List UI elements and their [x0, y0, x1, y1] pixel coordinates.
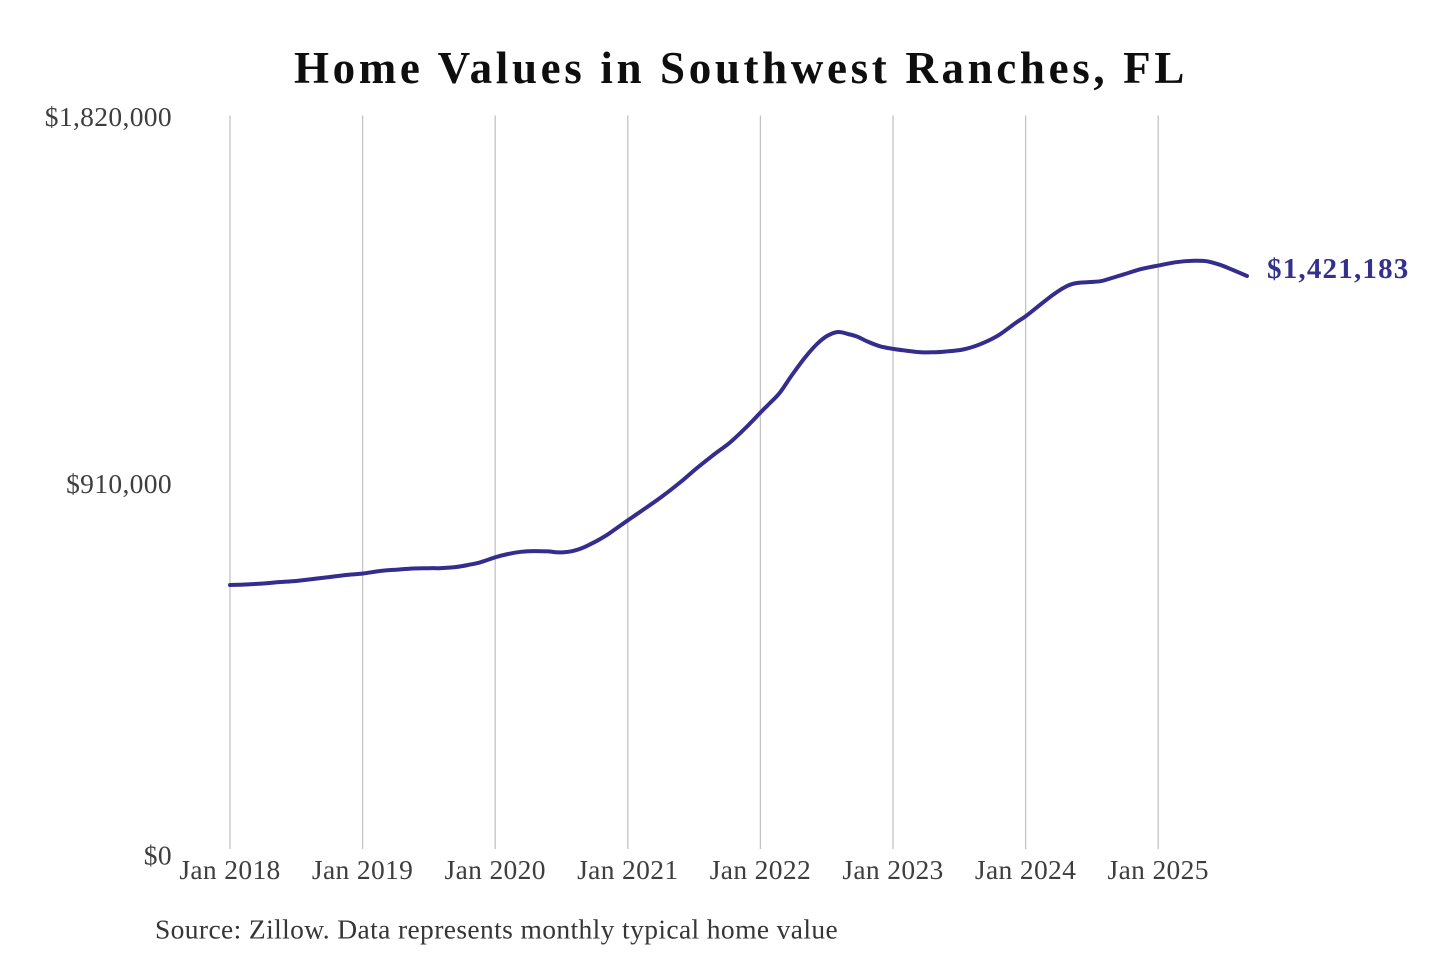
svg-text:Jan 2020: Jan 2020 [445, 854, 546, 885]
svg-text:Jan 2023: Jan 2023 [842, 854, 943, 885]
svg-text:$0: $0 [144, 839, 172, 870]
svg-text:Jan 2022: Jan 2022 [710, 854, 811, 885]
svg-text:Jan 2025: Jan 2025 [1108, 854, 1209, 885]
svg-text:$1,421,183: $1,421,183 [1267, 253, 1410, 285]
svg-text:Source: Zillow. Data represent: Source: Zillow. Data represents monthly … [155, 914, 838, 945]
svg-text:Jan 2021: Jan 2021 [577, 854, 678, 885]
svg-text:Jan 2024: Jan 2024 [975, 854, 1076, 885]
svg-text:Jan 2018: Jan 2018 [179, 854, 280, 885]
svg-text:$1,820,000: $1,820,000 [45, 101, 172, 132]
svg-text:Home Values in Southwest Ranch: Home Values in Southwest Ranches, FL [294, 43, 1188, 93]
svg-text:Jan 2019: Jan 2019 [312, 854, 413, 885]
svg-text:$910,000: $910,000 [66, 468, 172, 499]
